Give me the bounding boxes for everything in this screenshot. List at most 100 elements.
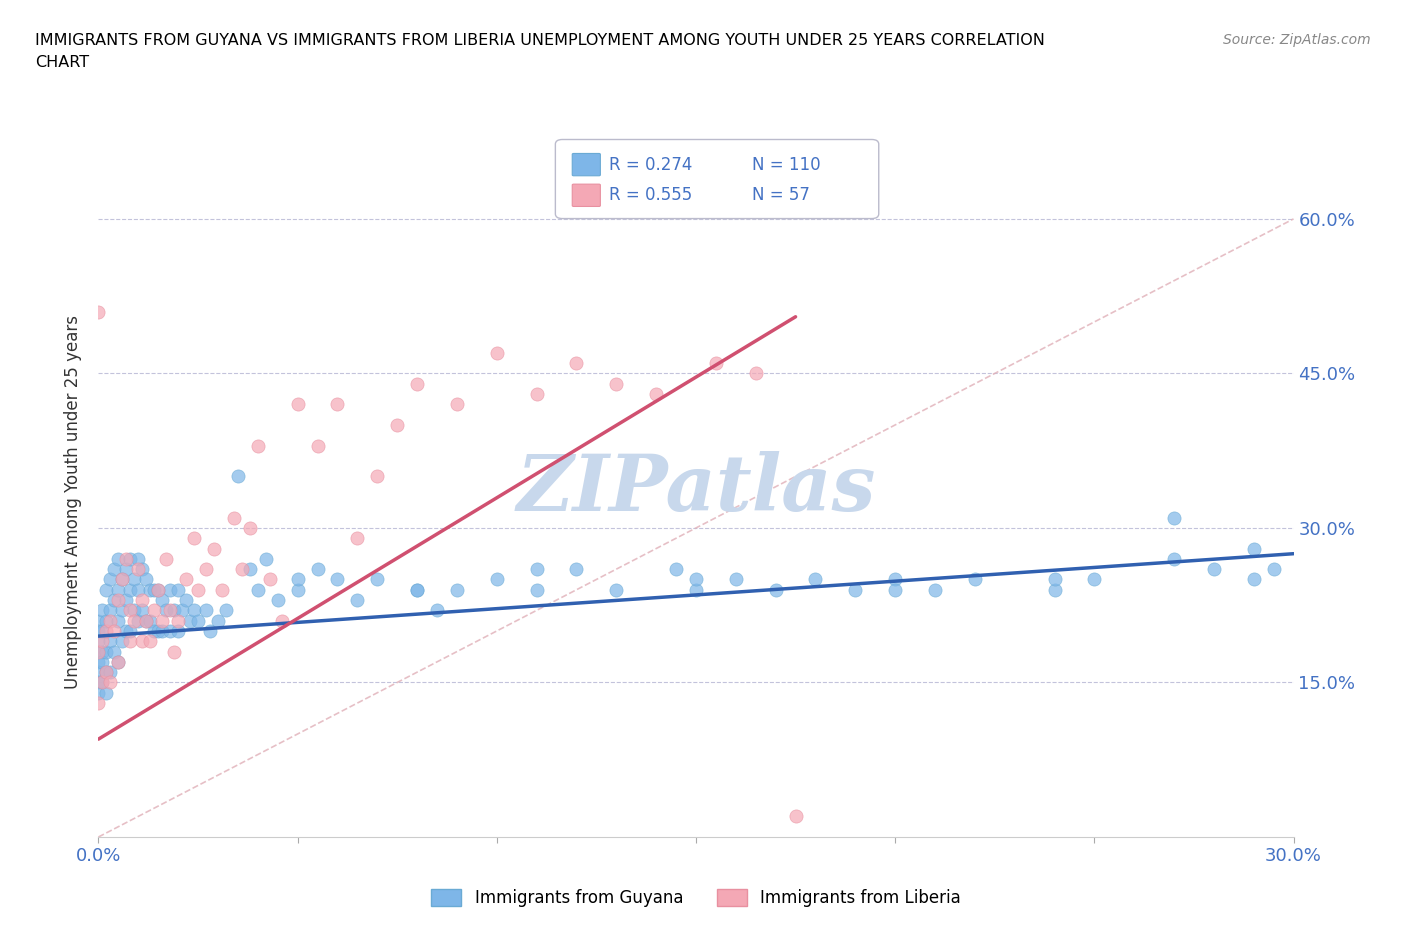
- Point: [100, 572, 122, 587]
- Point: [174, 572, 197, 587]
- Point: [100, 634, 122, 649]
- Point: [148, 582, 170, 597]
- Point: [107, 655, 129, 670]
- Point: [202, 541, 225, 556]
- Point: [87, 685, 110, 700]
- Point: [87, 623, 110, 638]
- Point: [150, 613, 173, 628]
- Text: N = 57: N = 57: [752, 186, 810, 205]
- Point: [115, 592, 138, 607]
- Point: [254, 551, 277, 566]
- Legend: Immigrants from Guyana, Immigrants from Liberia: Immigrants from Guyana, Immigrants from …: [423, 881, 969, 916]
- Point: [96, 582, 118, 597]
- Point: [167, 613, 190, 628]
- Point: [143, 582, 166, 597]
- Point: [270, 613, 292, 628]
- Point: [120, 623, 142, 638]
- Point: [150, 623, 173, 638]
- Point: [526, 562, 548, 577]
- Point: [231, 562, 253, 577]
- Point: [120, 634, 142, 649]
- Point: [172, 603, 194, 618]
- Point: [326, 572, 349, 587]
- Point: [139, 634, 162, 649]
- Point: [406, 582, 429, 597]
- Point: [87, 613, 110, 628]
- Point: [100, 675, 122, 690]
- Point: [167, 623, 190, 638]
- Point: [287, 572, 309, 587]
- Point: [704, 355, 727, 370]
- Point: [148, 623, 170, 638]
- Point: [207, 613, 229, 628]
- Point: [1163, 551, 1185, 566]
- Point: [565, 562, 588, 577]
- Point: [103, 644, 125, 659]
- Point: [167, 582, 190, 597]
- Point: [963, 572, 986, 587]
- Point: [605, 377, 627, 392]
- Point: [307, 438, 329, 453]
- Point: [222, 511, 245, 525]
- Point: [211, 582, 233, 597]
- Point: [155, 551, 177, 566]
- Point: [259, 572, 281, 587]
- Point: [87, 665, 110, 680]
- Text: IMMIGRANTS FROM GUYANA VS IMMIGRANTS FROM LIBERIA UNEMPLOYMENT AMONG YOUTH UNDER: IMMIGRANTS FROM GUYANA VS IMMIGRANTS FRO…: [35, 33, 1045, 70]
- Point: [685, 582, 707, 597]
- Point: [239, 521, 262, 536]
- Point: [287, 397, 309, 412]
- Point: [565, 355, 588, 370]
- Point: [96, 665, 118, 680]
- Point: [485, 572, 508, 587]
- Point: [1202, 562, 1225, 577]
- Point: [765, 582, 787, 597]
- Point: [87, 304, 110, 319]
- Point: [267, 592, 290, 607]
- Point: [103, 623, 125, 638]
- Point: [179, 613, 201, 628]
- Point: [645, 387, 668, 402]
- Point: [107, 551, 129, 566]
- Point: [96, 644, 118, 659]
- Point: [159, 582, 181, 597]
- Point: [215, 603, 238, 618]
- Point: [163, 644, 186, 659]
- Point: [107, 613, 129, 628]
- Point: [884, 572, 907, 587]
- Point: [87, 644, 110, 659]
- Point: [195, 562, 218, 577]
- Point: [143, 623, 166, 638]
- Point: [844, 582, 866, 597]
- Point: [406, 582, 429, 597]
- Point: [111, 603, 134, 618]
- Point: [103, 562, 125, 577]
- Point: [804, 572, 827, 587]
- Point: [426, 603, 449, 618]
- Point: [96, 665, 118, 680]
- Point: [107, 582, 129, 597]
- Point: [239, 562, 262, 577]
- Text: N = 110: N = 110: [752, 155, 821, 174]
- Point: [135, 613, 157, 628]
- Point: [131, 634, 153, 649]
- Point: [446, 582, 468, 597]
- Point: [183, 531, 205, 546]
- Point: [226, 469, 249, 484]
- Point: [366, 469, 388, 484]
- Point: [100, 603, 122, 618]
- Point: [139, 613, 162, 628]
- Point: [884, 582, 907, 597]
- Point: [91, 675, 114, 690]
- Point: [143, 603, 166, 618]
- Text: Source: ZipAtlas.com: Source: ZipAtlas.com: [1223, 33, 1371, 46]
- Point: [155, 603, 177, 618]
- Point: [174, 592, 197, 607]
- Point: [1243, 541, 1265, 556]
- Point: [665, 562, 688, 577]
- Point: [120, 603, 142, 618]
- Point: [163, 603, 186, 618]
- Point: [1083, 572, 1105, 587]
- Point: [150, 592, 173, 607]
- Point: [100, 613, 122, 628]
